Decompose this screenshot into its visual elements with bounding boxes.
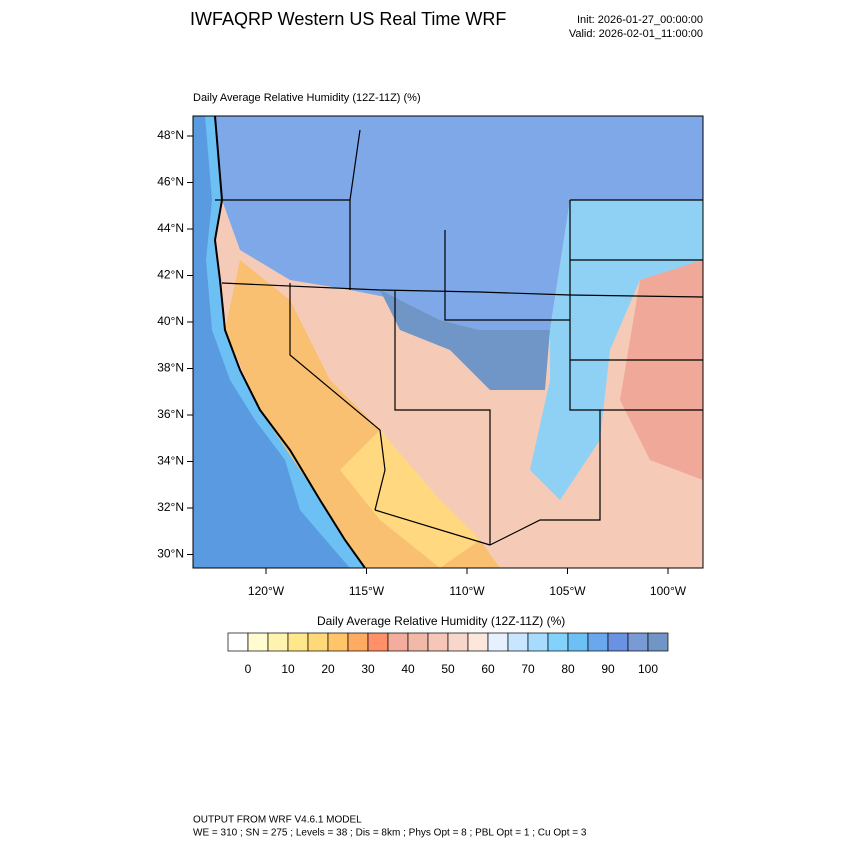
colorbar-box [527,632,549,652]
lat-label: 48°N [157,128,184,142]
colorbar-box [647,632,669,652]
colorbar-label: 60 [481,662,495,676]
colorbar-box [247,632,269,652]
colorbar-box [507,632,529,652]
lat-label: 42°N [157,268,184,282]
colorbar-box [627,632,649,652]
colorbar-label: 50 [441,662,455,676]
lat-label: 38°N [157,361,184,375]
colorbar-box [447,632,469,652]
lat-label: 30°N [157,547,184,561]
colorbar-label: 20 [321,662,335,676]
colorbar-box [567,632,589,652]
colorbar-label: 0 [245,662,252,676]
init-time: Init: 2026-01-27_00:00:00 [577,14,703,26]
colorbar-box [287,632,309,652]
colorbar-box [327,632,349,652]
map-frame [192,115,704,569]
lat-label: 32°N [157,500,184,514]
valid-time: Valid: 2026-02-01_11:00:00 [569,28,703,40]
colorbar-label: 30 [361,662,375,676]
lat-label: 40°N [157,314,184,328]
colorbar-box [547,632,569,652]
lon-label: 110°W [449,584,485,598]
colorbar-label: 40 [401,662,415,676]
colorbar-title: Daily Average Relative Humidity (12Z-11Z… [317,614,565,628]
colorbar-label: 100 [638,662,658,676]
lon-label: 105°W [549,584,586,598]
lat-label: 34°N [157,454,184,468]
colorbar-label: 10 [281,662,295,676]
colorbar-label: 70 [521,662,535,676]
map-subtitle: Daily Average Relative Humidity (12Z-11Z… [193,92,421,104]
colorbar-box [367,632,389,652]
colorbar-label: 90 [601,662,615,676]
lon-label: 115°W [349,584,385,598]
colorbar-box [227,632,249,652]
colorbar-box [387,632,409,652]
colorbar-box [347,632,369,652]
colorbar-box [587,632,609,652]
footer-line: OUTPUT FROM WRF V4.6.1 MODEL [193,815,362,826]
colorbar-box [487,632,509,652]
colorbar-box [407,632,429,652]
title: IWFAQRP Western US Real Time WRF [190,9,506,29]
colorbar-box [307,632,329,652]
colorbar-box [267,632,289,652]
colorbar-label: 80 [561,662,575,676]
map-field [193,116,703,568]
lon-label: 120°W [248,584,285,598]
footer-line: WE = 310 ; SN = 275 ; Levels = 38 ; Dis … [193,828,587,839]
colorbar-box [427,632,449,652]
lat-label: 44°N [157,221,184,235]
lon-label: 100°W [650,584,687,598]
lat-label: 46°N [157,175,184,189]
colorbar-box [467,632,489,652]
lat-label: 36°N [157,407,184,421]
colorbar-box [607,632,629,652]
